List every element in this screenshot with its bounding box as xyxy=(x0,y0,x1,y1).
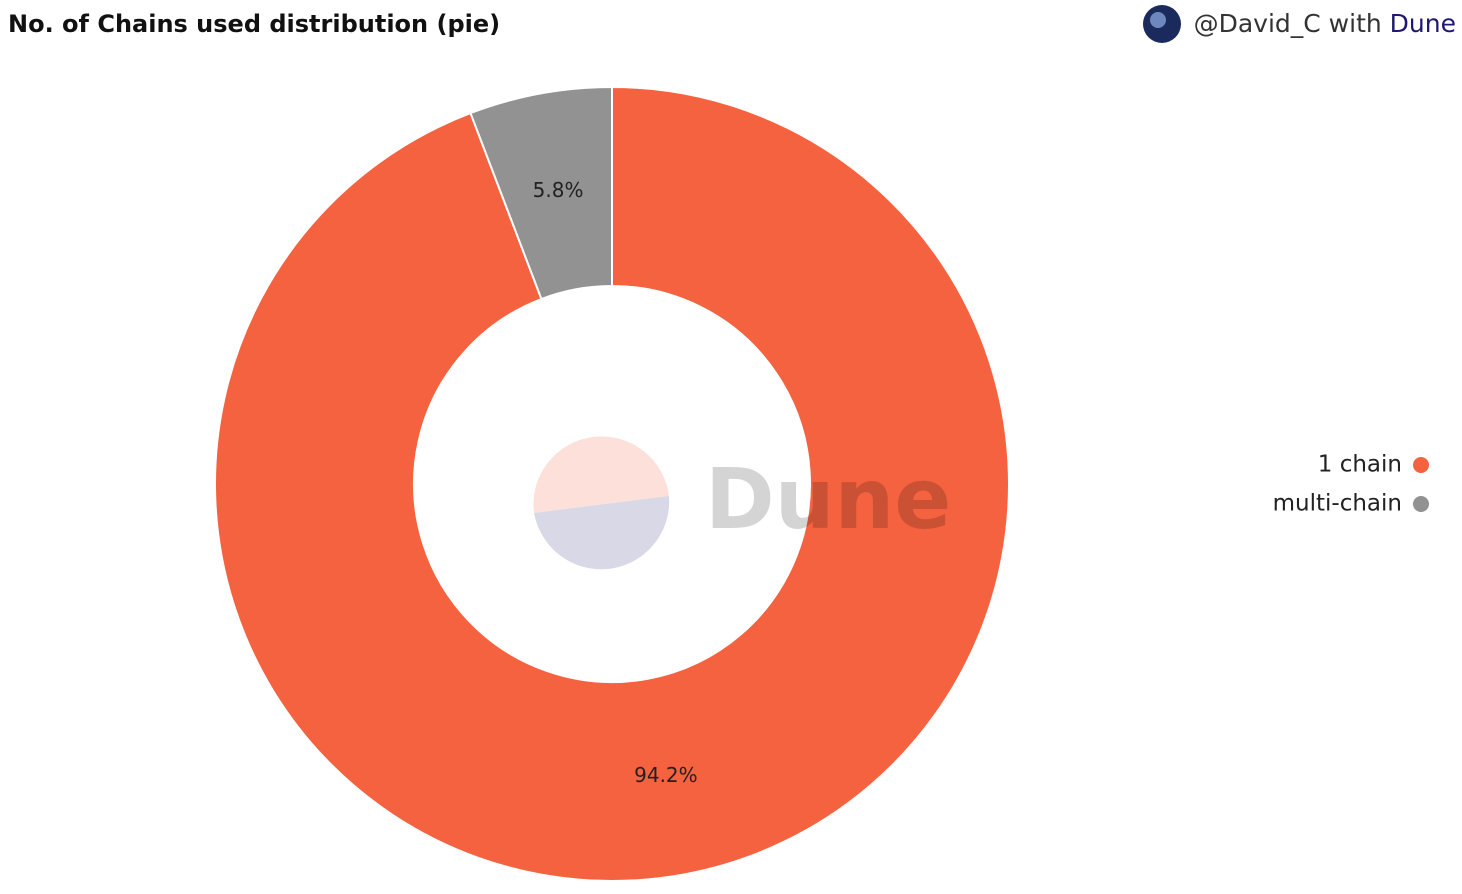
legend-label: multi-chain xyxy=(1273,491,1402,517)
legend-marker xyxy=(1413,457,1429,473)
watermark-logo xyxy=(534,496,670,570)
data-label: 5.8% xyxy=(533,178,584,202)
watermark-text: Dune xyxy=(705,450,951,548)
legend: 1 chain multi-chain xyxy=(1273,452,1429,517)
legend-label: 1 chain xyxy=(1318,452,1402,478)
watermark-logo xyxy=(533,436,669,513)
pie-slice xyxy=(469,85,613,301)
attribution: @David_C with Dune xyxy=(1194,9,1456,38)
avatar-detail xyxy=(1150,12,1166,28)
data-label: 94.2% xyxy=(634,763,698,787)
attribution-joiner: with xyxy=(1329,9,1382,38)
attribution-user: @David_C xyxy=(1194,9,1321,38)
pie-slice xyxy=(213,85,1010,882)
legend-marker xyxy=(1413,496,1429,512)
chart-title: No. of Chains used distribution (pie) xyxy=(8,10,500,38)
pie: 94.2% 5.8% xyxy=(213,85,1010,882)
attribution-brand: Dune xyxy=(1390,9,1456,38)
watermark: Dune xyxy=(533,436,951,570)
